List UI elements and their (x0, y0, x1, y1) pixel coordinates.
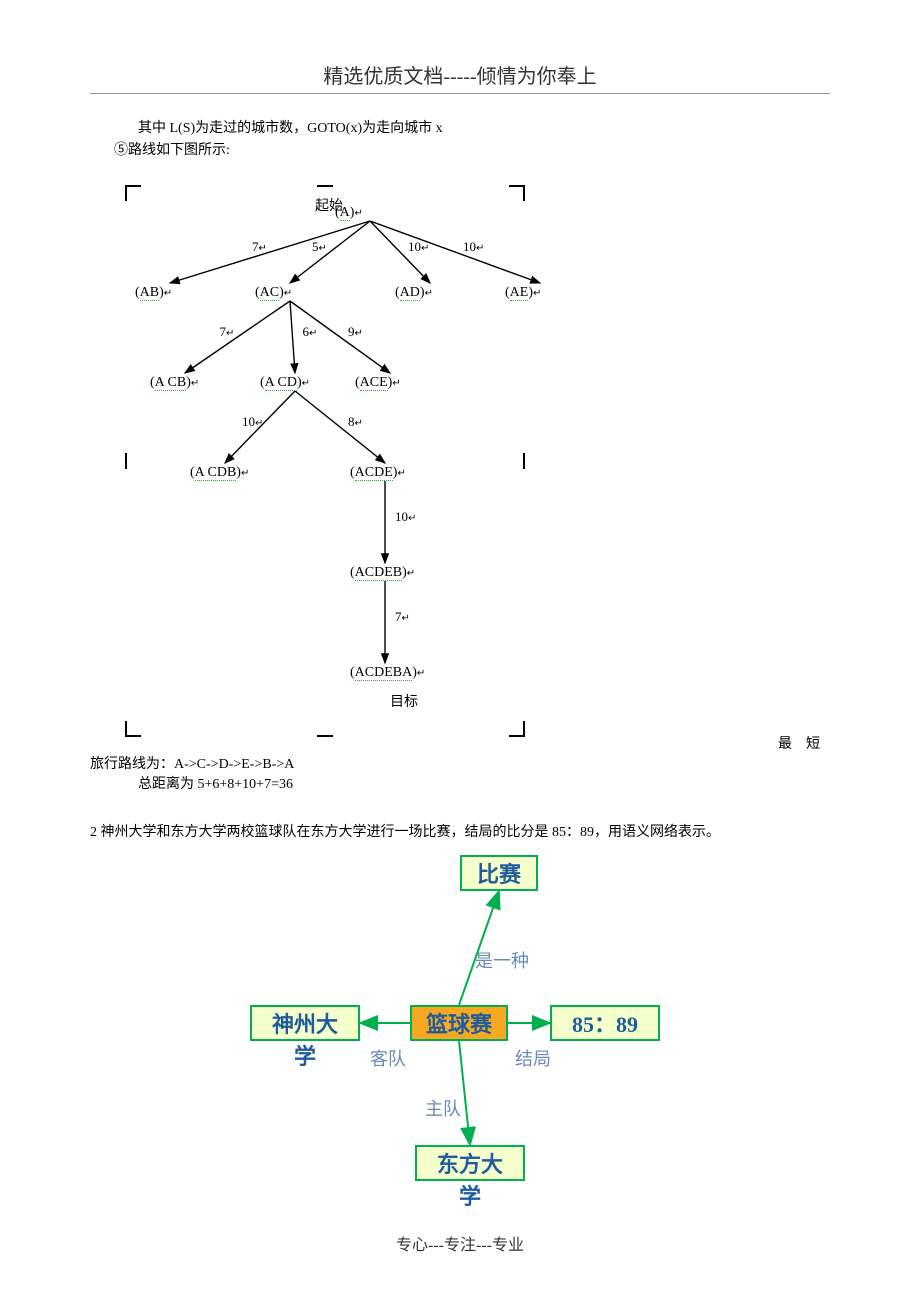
header-rule (90, 93, 830, 94)
tree-goal-label: 目标 (390, 691, 418, 711)
tree-edge-weight: 7↵ (220, 324, 235, 340)
tree-node-AB: (AB)↵ (135, 285, 172, 301)
tree-edge-weight: 10↵ (463, 239, 484, 255)
tree-node-AE: (AE)↵ (505, 285, 541, 301)
tree-node-ACDE: (ACDE)↵ (350, 465, 406, 481)
page: 精选优质文档-----倾情为你奉上 其中 L(S)为走过的城市数，GOTO(x)… (0, 0, 920, 1295)
tree-edge-weight: 7↵ (395, 609, 410, 625)
tree-node-ACDEBA: (ACDEBA)↵ (350, 665, 425, 681)
sn-node-score: 85：89 (550, 1005, 660, 1041)
tree-node-A: (A)↵ (335, 205, 363, 221)
tree-node-AC: (AC)↵ (255, 285, 292, 301)
tree-node-ACB: (A CB)↵ (150, 375, 199, 391)
sn-edge-label: 结局 (515, 1045, 551, 1071)
sn-node-shenzhou: 神州大学 (250, 1005, 360, 1041)
answer-prefix: 最 短 (90, 733, 830, 753)
tree-node-ACE: (ACE)↵ (355, 375, 401, 391)
page-footer: 专心---专注---专业 (90, 1231, 830, 1255)
tree-edge-weight: 10↵ (408, 239, 429, 255)
sn-edge-label: 客队 (370, 1045, 406, 1071)
tree-edge-weight: 6↵ (303, 324, 318, 340)
answer-distance: 总距离为 5+6+8+10+7=36 (90, 773, 830, 793)
search-tree-diagram: 起始目标(A)↵(AB)↵(AC)↵(AD)↵(AE)↵(A CB)↵(A CD… (90, 173, 650, 733)
tree-node-ACDEB: (ACDEB)↵ (350, 565, 415, 581)
page-title: 精选优质文档-----倾情为你奉上 (90, 60, 830, 89)
tree-edge-weight: 10↵ (242, 414, 263, 430)
tree-edge-weight: 10↵ (395, 509, 416, 525)
tree-node-ACD: (A CD)↵ (260, 375, 310, 391)
tree-edge-weight: 9↵ (348, 324, 363, 340)
sn-node-dongfang: 东方大学 (415, 1145, 525, 1181)
intro-line-1: 其中 L(S)为走过的城市数，GOTO(x)为走向城市 x (90, 118, 830, 140)
sn-edge-label: 主队 (425, 1095, 461, 1121)
tree-edge-weight: 5↵ (312, 239, 327, 255)
semantic-network-diagram: 比赛神州大学 篮球赛 85：89 东方大学 是一种客队 结局主队 (250, 855, 670, 1195)
sn-edge-label: 是一种 (475, 947, 529, 973)
intro-line-2: ⑤路线如下图所示: (90, 140, 830, 162)
tree-edge-weight: 7↵ (252, 239, 267, 255)
tree-edge-weight: 8↵ (348, 414, 363, 430)
sn-node-center: 篮球赛 (410, 1005, 508, 1041)
sn-node-match: 比赛 (460, 855, 538, 891)
question-2-text: 2 神州大学和东方大学两校篮球队在东方大学进行一场比赛，结局的比分是 85：89… (90, 821, 830, 845)
tree-node-AD: (AD)↵ (395, 285, 433, 301)
answer-route: 旅行路线为：A->C->D->E->B->A (90, 753, 830, 773)
tree-node-ACDB: (A CDB)↵ (190, 465, 249, 481)
